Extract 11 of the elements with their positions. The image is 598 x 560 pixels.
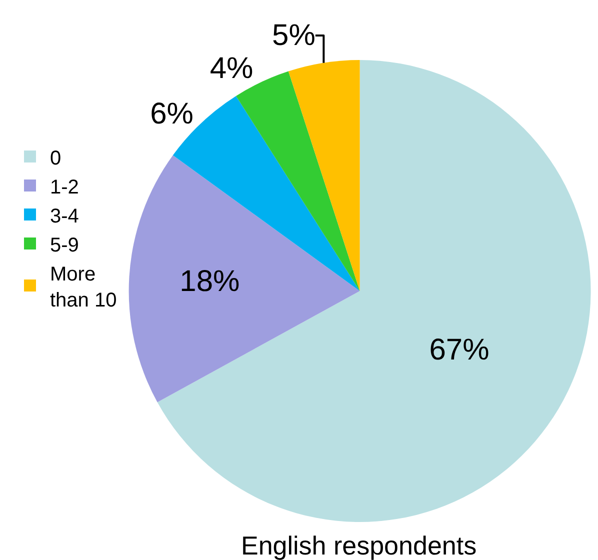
legend-label: 3-4 xyxy=(50,205,79,228)
legend-label: 1-2 xyxy=(50,176,79,198)
text: English respondents xyxy=(240,530,477,560)
legend-label: 0 xyxy=(50,147,62,170)
data-label: 6% xyxy=(150,97,194,130)
data-label: 5% xyxy=(272,18,316,52)
data-label: 18% xyxy=(180,265,240,298)
legend-label: 5-9 xyxy=(50,234,79,256)
legend-label: More than 10 xyxy=(50,263,117,312)
data-label: 67% xyxy=(429,333,490,366)
data-label: 4% xyxy=(210,52,254,85)
